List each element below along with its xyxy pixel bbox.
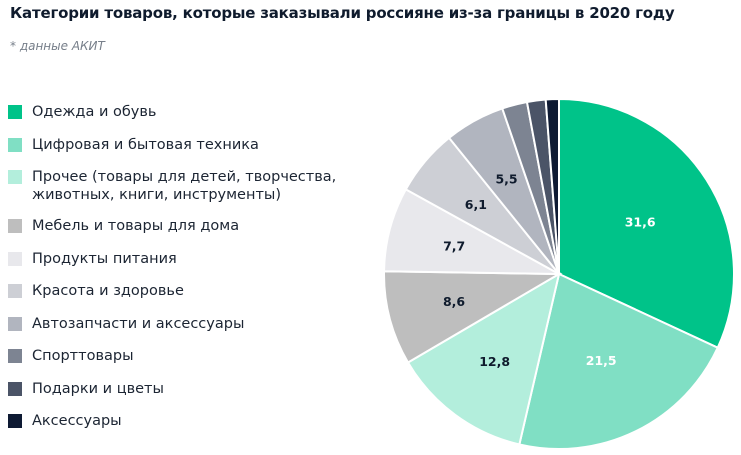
legend-item: Прочее (товары для детей, творчества, жи… [8, 168, 378, 204]
legend-label: Подарки и цветы [32, 380, 164, 397]
legend-swatch [8, 316, 22, 331]
legend-label: Мебель и товары для дома [32, 218, 240, 234]
legend-item: Спорттовары [8, 347, 378, 365]
slice-value-label: 12,8 [479, 354, 510, 369]
slice-value-label: 8,6 [443, 294, 465, 309]
legend-label: Красота и здоровье [32, 283, 184, 299]
legend-label: Спорттовары [32, 348, 134, 364]
legend-item: Подарки и цветы [8, 380, 378, 398]
legend-swatch [8, 284, 22, 298]
slice-value-label: 21,5 [586, 353, 617, 368]
legend-item: Продукты питания [8, 250, 378, 268]
slice-value-label: 5,5 [495, 172, 517, 187]
slice-value-label: 31,6 [625, 215, 656, 230]
legend-item: Красота и здоровье [8, 282, 378, 300]
pie-slice [518, 272, 720, 450]
chart-subtitle: * данные АКИТ [10, 39, 105, 53]
pie-slice [406, 271, 561, 446]
pie-slice [558, 97, 735, 350]
legend-item: Мебель и товары для дома [8, 217, 378, 235]
slice-value-label: 6,1 [465, 197, 487, 212]
slice-value-label: 7,7 [443, 239, 465, 254]
chart-legend: Одежда и обувь Цифровая и бытовая техника… [8, 103, 378, 445]
legend-label: Аксессуары [32, 413, 122, 429]
legend-swatch [8, 170, 22, 184]
legend-label: Цифровая и бытовая техника [32, 136, 259, 153]
legend-item: Одежда и обувь [8, 103, 378, 121]
legend-item: Цифровая и бытовая техника [8, 136, 378, 154]
legend-swatch [8, 414, 22, 428]
legend-swatch [8, 219, 22, 233]
pie-slice [544, 97, 560, 275]
pie-chart: 31,6 21,5 12,8 8,6 7,7 6,1 5,5 [383, 97, 735, 450]
legend-swatch [8, 381, 22, 396]
legend-item: Автозапчасти и аксессуары [8, 315, 378, 333]
legend-label: Автозапчасти и аксессуары [32, 315, 245, 332]
legend-label: Продукты питания [32, 250, 177, 267]
legend-swatch [8, 105, 22, 119]
pie-slice [383, 270, 563, 364]
legend-label: Одежда и обувь [32, 104, 157, 120]
legend-swatch [8, 251, 22, 266]
legend-item: Аксессуары [8, 412, 378, 430]
legend-label: Прочее (товары для детей, творчества, жи… [32, 169, 337, 203]
legend-swatch [8, 137, 22, 152]
legend-swatch [8, 349, 22, 363]
chart-title: Категории товаров, которые заказывали ро… [10, 4, 675, 22]
